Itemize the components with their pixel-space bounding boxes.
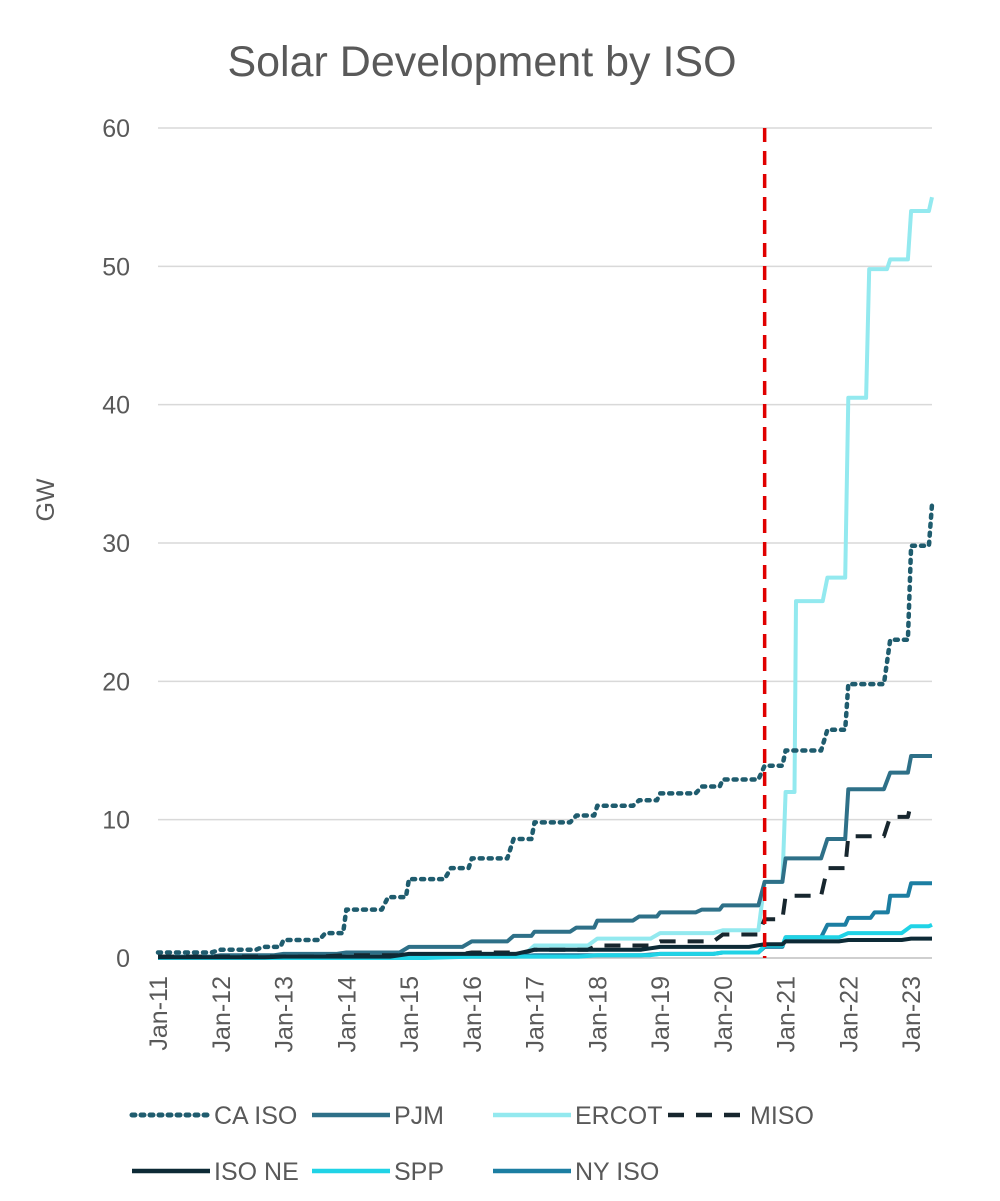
- y-tick-label: 30: [102, 530, 130, 558]
- y-tick-label: 40: [102, 392, 130, 420]
- series-line-iso-ne: [158, 936, 932, 960]
- x-tick-label: Jan-13: [271, 976, 299, 1052]
- x-tick-label: Jan-18: [584, 976, 612, 1052]
- legend-label: PJM: [394, 1102, 444, 1130]
- x-tick-label: Jan-15: [396, 976, 424, 1052]
- y-tick-label: 50: [102, 253, 130, 281]
- legend-label: CA ISO: [214, 1102, 297, 1130]
- x-tick-label: Jan-20: [710, 976, 738, 1052]
- legend-label: MISO: [750, 1102, 814, 1130]
- series-line-spp: [158, 922, 933, 960]
- x-tick-label: Jan-22: [835, 976, 863, 1052]
- x-axis-ticks: Jan-11 Jan-12 Jan-13 Jan-14 Jan-15 Jan-16 Jan-…: [145, 976, 926, 1053]
- y-tick-label: 20: [102, 668, 130, 696]
- y-tick-label: 60: [102, 115, 130, 143]
- y-tick-label: 10: [102, 807, 130, 835]
- chart-title: Solar Development by ISO: [227, 38, 736, 86]
- legend-label: NY ISO: [575, 1158, 659, 1186]
- series-line-pjm: [158, 754, 932, 959]
- series-lines: [155, 196, 935, 960]
- x-tick-label: Jan-19: [647, 976, 675, 1052]
- legend-label: ISO NE: [214, 1158, 299, 1186]
- y-tick-label: 0: [116, 945, 130, 973]
- y-axis-label: GW: [32, 478, 60, 521]
- y-axis-ticks: 0 10 20 30 40 50 60: [102, 115, 130, 973]
- gridlines: [158, 127, 932, 959]
- x-tick-label: Jan-21: [773, 976, 801, 1052]
- legend-label: SPP: [394, 1158, 444, 1186]
- x-tick-label: Jan-16: [459, 976, 487, 1052]
- x-tick-label: Jan-17: [522, 976, 550, 1052]
- legend: CA ISO PJM ERCOT MISO ISO NE SPP NY ISO: [129, 1102, 814, 1186]
- series-line-ca-iso: [155, 502, 935, 955]
- x-tick-label: Jan-12: [208, 976, 236, 1052]
- x-tick-label: Jan-11: [145, 976, 173, 1051]
- series-line-ercot: [158, 196, 934, 960]
- x-tick-label: Jan-14: [333, 976, 361, 1053]
- legend-label: ERCOT: [575, 1102, 663, 1130]
- x-tick-label: Jan-23: [898, 976, 926, 1052]
